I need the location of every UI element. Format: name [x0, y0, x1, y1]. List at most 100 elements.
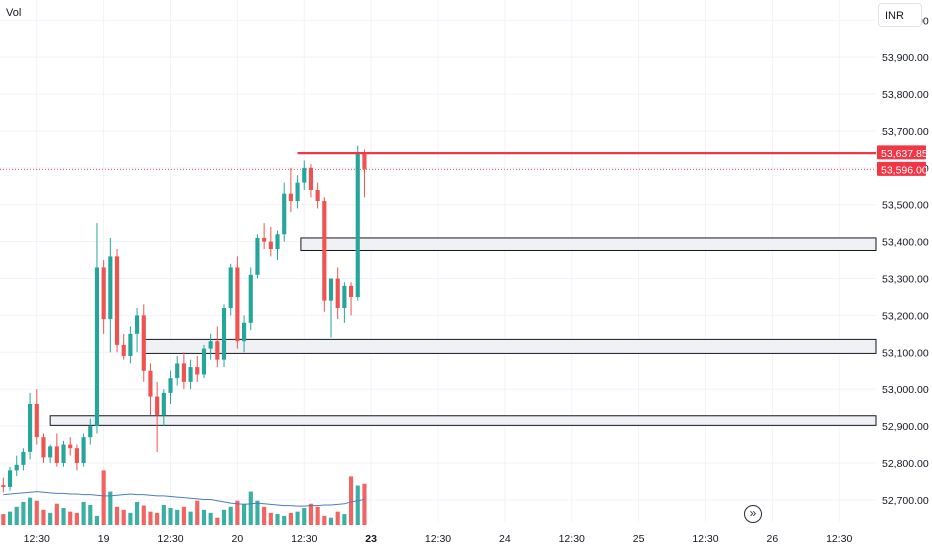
volume-bar	[14, 506, 19, 525]
volume-bar	[181, 506, 186, 525]
candle-body	[228, 267, 233, 309]
candle-body	[81, 437, 86, 463]
volume-bar	[161, 504, 166, 525]
x-axis-tick-label: 12:30	[157, 533, 183, 545]
volume-bar	[34, 500, 39, 525]
volume-bar	[74, 512, 79, 525]
volume-bar	[121, 509, 126, 525]
candle-body	[255, 237, 260, 275]
candle-body	[235, 267, 240, 342]
volume-bar	[155, 512, 160, 525]
candle-body	[328, 278, 334, 301]
volume-bar	[108, 491, 113, 525]
volume-bar	[308, 503, 314, 525]
candle-body	[195, 367, 200, 375]
volume-bar	[101, 470, 106, 525]
volume-bar	[348, 476, 354, 525]
candle-body	[262, 237, 267, 242]
volume-bar	[21, 501, 26, 525]
volume-bar	[195, 500, 200, 525]
x-axis-tick-label: 24	[499, 533, 511, 545]
candle-body	[342, 285, 347, 309]
candle-body	[268, 241, 273, 250]
volume-bar	[282, 515, 287, 525]
x-axis-tick-label: 25	[633, 533, 645, 545]
y-axis-tick-label: 53,500.00	[882, 200, 929, 212]
candle-body	[155, 396, 160, 416]
volume-bar	[268, 512, 273, 525]
candle-body	[28, 403, 33, 452]
x-axis-tick-label: 12:30	[425, 533, 451, 545]
candle-body	[74, 448, 79, 463]
candle-body	[288, 193, 293, 202]
candle-body	[248, 274, 253, 323]
candle-body	[108, 256, 113, 320]
candle-body	[242, 322, 247, 342]
volume-bar	[141, 505, 146, 525]
volume-bar	[61, 508, 66, 525]
currency-selector[interactable]: INR	[878, 3, 922, 27]
support-zone-box	[300, 237, 877, 251]
volume-indicator-label[interactable]: Vol	[6, 7, 22, 19]
candle-body	[148, 370, 153, 397]
x-axis-tick-label: 12:30	[291, 533, 317, 545]
candle-body	[221, 308, 227, 360]
candle-body	[355, 153, 360, 297]
candle-body	[208, 341, 213, 349]
candle-body	[175, 363, 180, 379]
x-axis-tick-label: 20	[232, 533, 244, 545]
y-axis-tick-label: 53,000.00	[882, 384, 929, 396]
scroll-to-realtime-button[interactable]: »	[744, 505, 762, 523]
y-axis-tick-label: 52,800.00	[882, 458, 929, 470]
candle-body	[141, 315, 146, 371]
volume-bar	[48, 512, 53, 525]
candle-body	[68, 444, 73, 449]
candle-body	[201, 348, 207, 375]
candle-body	[14, 464, 19, 471]
y-axis-tick-label: 53,900.00	[882, 52, 929, 64]
volume-bar	[342, 514, 347, 525]
candle-body	[114, 256, 120, 345]
price-label-badge	[877, 161, 926, 176]
volume-bar	[128, 512, 133, 525]
candle-body	[322, 201, 327, 301]
candle-body	[48, 446, 53, 458]
x-axis-tick-label: 12:30	[559, 533, 585, 545]
candle-body	[128, 333, 133, 356]
volume-bar	[328, 517, 334, 525]
price-label-badge	[877, 145, 926, 160]
volume-bar	[295, 511, 300, 525]
candle-body	[282, 193, 287, 235]
candle-body	[362, 153, 367, 170]
volume-ma-line	[3, 491, 365, 507]
x-axis-tick-label: 19	[98, 533, 110, 545]
volume-bar	[255, 500, 260, 525]
volume-bar	[68, 511, 73, 525]
volume-bar	[208, 512, 213, 525]
volume-bar	[201, 509, 207, 525]
x-axis-tick-label: 26	[767, 533, 779, 545]
volume-bar	[94, 515, 100, 525]
y-axis-tick-label: 52,700.00	[882, 495, 929, 507]
y-axis-tick-label: 53,800.00	[882, 89, 929, 101]
y-axis-tick-label: 53,400.00	[882, 237, 929, 249]
support-zone-box	[143, 338, 877, 354]
y-axis-tick-label: 53,300.00	[882, 274, 929, 286]
candle-body	[168, 378, 173, 393]
volume-bar	[228, 506, 233, 525]
candle-body	[7, 470, 13, 487]
volume-bar	[355, 485, 360, 525]
volume-bar	[41, 509, 46, 525]
candle-body	[121, 344, 126, 356]
volume-bar	[262, 506, 267, 525]
volume-bar	[335, 511, 340, 525]
candle-body	[21, 451, 26, 465]
volume-bar	[81, 501, 86, 525]
candle-body	[188, 367, 193, 382]
volume-bar	[188, 511, 193, 525]
double-chevron-right-icon: »	[749, 506, 757, 520]
candle-body	[308, 167, 314, 190]
volume-bar	[322, 515, 327, 525]
